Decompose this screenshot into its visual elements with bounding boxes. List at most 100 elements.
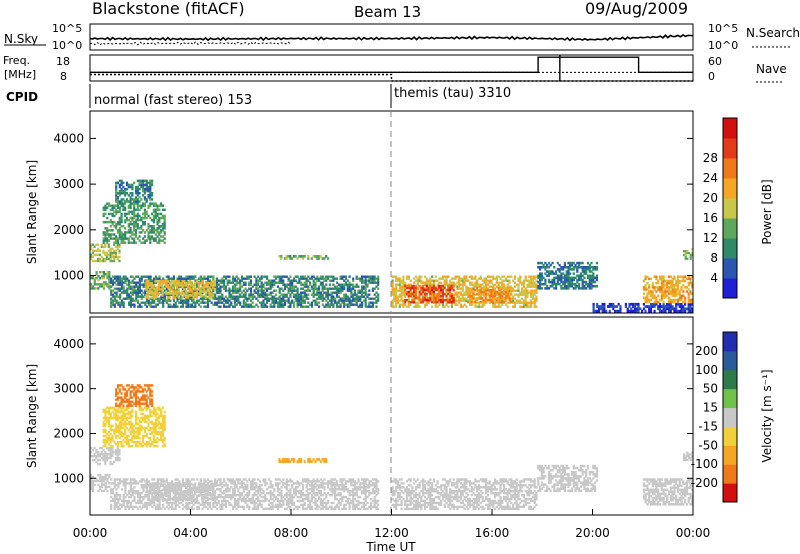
heat-region-8: [404, 284, 455, 304]
ytick-label-4000: 4000: [53, 131, 84, 145]
velocity-ylabel: Slant Range [km]: [25, 364, 39, 468]
heat-region-8: [537, 464, 598, 493]
colorbar-swatch-8: [723, 118, 737, 139]
heat-region-9: [642, 478, 694, 506]
xtick-label-2: 08:00: [274, 526, 309, 540]
freq-right-tick-bottom: 0: [708, 70, 715, 83]
colorbar-swatch-6: [723, 369, 737, 390]
colorbar-swatch-3: [723, 426, 737, 446]
colorbar-tick-6: -100: [691, 457, 718, 471]
colorbar-swatch-6: [723, 158, 737, 179]
freq-panel: Freq. [MHz] 18 8 60 0 Nave: [3, 54, 787, 83]
colorbar-swatch-4: [723, 407, 737, 427]
cpid-row: CPID normal (fast stereo) 153 themis (ta…: [6, 84, 511, 108]
heat-region-1: [102, 202, 166, 244]
colorbar-tick-1: 8: [710, 251, 718, 265]
ytick-label-1000: 1000: [53, 471, 84, 485]
colorbar-tick-5: 24: [703, 171, 718, 185]
heat-region-9: [466, 287, 513, 304]
power-colorbar: 4 8 12 16 20 24 28: [703, 117, 738, 299]
freq-label-1: Freq.: [3, 54, 30, 67]
colorbar-tick-3: 16: [703, 211, 718, 225]
noise-line-nsearch: [89, 41, 292, 46]
colorbar-tick-2: 50: [703, 382, 718, 396]
colorbar-tick-5: -50: [698, 438, 718, 452]
heat-region-7: [391, 478, 538, 511]
velocity-heatmap: [90, 384, 694, 511]
xtick-label-1: 04:00: [173, 526, 208, 540]
heat-region-11: [592, 302, 694, 313]
ytick-label-3000: 3000: [53, 177, 84, 191]
heat-region-1: [102, 406, 166, 448]
colorbar-swatch-5: [723, 388, 737, 409]
colorbar-swatch-7: [723, 138, 737, 159]
colorbar-frame: [722, 331, 738, 503]
cpid-label: CPID: [6, 90, 38, 104]
colorbar-swatch-1: [723, 258, 737, 279]
heat-region-5: [145, 482, 216, 502]
power-panel: 1000 2000 3000 4000 Slant Range [km] 4 8 12 16…: [25, 110, 774, 314]
power-colorbar-label: Power [dB]: [760, 179, 774, 244]
colorbar-frame: [722, 117, 738, 299]
radar-title: Blackstone (fitACF): [92, 0, 245, 18]
colorbar-swatch-2: [723, 445, 737, 465]
velocity-xlabel: Time UT: [365, 540, 416, 554]
velocity-colorbar-label: Velocity [m s⁻¹]: [760, 369, 774, 462]
colorbar-swatch-1: [723, 464, 737, 484]
noise-line-nsky: [89, 34, 694, 42]
colorbar-tick-3: 15: [703, 401, 718, 415]
heat-region-6: [278, 458, 328, 463]
freq-series: [90, 55, 693, 82]
power-y-axis: 1000 2000 3000 4000: [53, 131, 693, 283]
freq-label-2: [MHz]: [4, 68, 36, 81]
ytick-label-2000: 2000: [53, 223, 84, 237]
velocity-y-axis: 1000 2000 3000 4000: [53, 337, 693, 485]
ytick-label-2000: 2000: [53, 426, 84, 440]
power-heatmap: [90, 179, 694, 313]
heat-region-12: [642, 275, 694, 304]
freq-line-freq: [90, 73, 693, 82]
colorbar-swatch-2: [723, 238, 737, 259]
noise-right-label: N.Search: [746, 26, 800, 40]
nave-label: Nave: [756, 62, 787, 76]
freq-line-nave: [90, 56, 693, 73]
noise-series: [89, 34, 694, 46]
heat-region-2: [115, 179, 154, 203]
velocity-colorbar: 200 100 50 15 -15 -50 -100 -200: [691, 331, 738, 503]
colorbar-swatch-7: [723, 350, 737, 371]
xtick-label-4: 16:00: [475, 526, 510, 540]
colorbar-swatch-3: [723, 218, 737, 239]
ytick-label-3000: 3000: [53, 382, 84, 396]
colorbar-swatch-5: [723, 178, 737, 199]
heat-region-13: [683, 248, 694, 260]
colorbar-tick-4: 20: [703, 191, 718, 205]
cpid-mode-2: themis (tau) 3310: [394, 86, 511, 101]
colorbar-swatch-0: [723, 483, 737, 503]
noise-right-tick-bottom: 10^0: [708, 39, 738, 52]
colorbar-tick-0: 4: [710, 271, 718, 285]
noise-left-tick-top: 10^5: [52, 22, 82, 35]
colorbar-swatch-4: [723, 198, 737, 219]
ytick-label-4000: 4000: [53, 337, 84, 351]
noise-left-label: N.Sky: [4, 32, 38, 46]
freq-left-tick-top: 18: [56, 55, 70, 68]
velocity-panel: 1000 2000 3000 4000 00:00 04:00 08:00 12:00 16:…: [25, 316, 774, 554]
colorbar-swatch-0: [723, 278, 737, 299]
xtick-label-5: 20:00: [575, 526, 610, 540]
heat-region-3: [90, 271, 111, 290]
velocity-x-axis: 00:00 04:00 08:00 12:00 16:00 20:00 00:00: [73, 509, 711, 540]
noise-right-tick-top: 10^5: [708, 22, 738, 35]
heat-region-10: [537, 261, 598, 290]
ytick-label-1000: 1000: [53, 269, 84, 283]
noise-left-tick-bottom: 10^0: [52, 39, 82, 52]
xtick-label-6: 00:00: [676, 526, 711, 540]
date-label: 09/Aug/2009: [585, 0, 688, 18]
freq-right-tick-top: 60: [708, 55, 722, 68]
heat-region-5: [145, 280, 216, 299]
colorbar-tick-2: 12: [703, 231, 718, 245]
xtick-label-0: 00:00: [73, 526, 108, 540]
heat-region-6: [278, 255, 330, 260]
colorbar-tick-7: -200: [691, 476, 718, 490]
power-ylabel: Slant Range [km]: [25, 160, 39, 264]
